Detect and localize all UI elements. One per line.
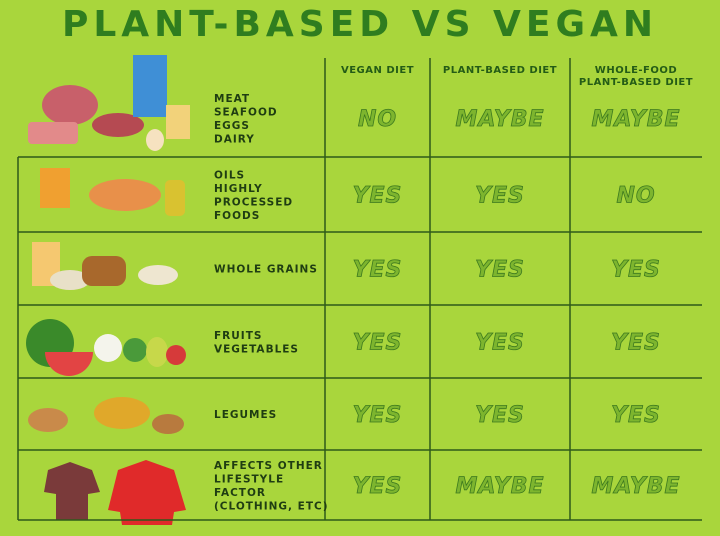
row-label: LIFESTYLE xyxy=(214,473,284,485)
sweater-icon xyxy=(108,460,186,525)
food-illustrations xyxy=(26,55,190,525)
column-header: PLANT-BASED DIET xyxy=(579,77,693,88)
grain-bowl-icon xyxy=(138,265,178,285)
bean-bowl-icon xyxy=(28,408,68,432)
row-label: AFFECTS OTHER xyxy=(214,460,323,472)
pizza-icon xyxy=(89,179,161,211)
row-label: LEGUMES xyxy=(214,409,277,421)
column-header: WHOLE-FOOD xyxy=(595,65,677,76)
cell-value: YES xyxy=(353,258,403,283)
row-label: SEAFOOD xyxy=(214,106,278,118)
bread-icon xyxy=(82,256,126,286)
shirt-icon xyxy=(44,462,100,520)
oats-icon xyxy=(50,270,90,290)
cell-value: NO xyxy=(358,107,397,132)
row-label: (CLOTHING, ETC) xyxy=(214,500,329,512)
cell-value: MAYBE xyxy=(591,474,680,499)
row-label: DAIRY xyxy=(214,133,255,145)
cauliflower-icon xyxy=(94,334,122,362)
column-header: VEGAN DIET xyxy=(341,65,414,76)
cell-value: NO xyxy=(616,184,655,209)
cell-value: YES xyxy=(475,184,525,209)
cell-value: MAYBE xyxy=(591,107,680,132)
row-label: EGGS xyxy=(214,120,250,132)
cell-value: YES xyxy=(353,331,403,356)
cell-value: YES xyxy=(475,331,525,356)
column-header: PLANT-BASED DIET xyxy=(443,65,557,76)
pear-icon xyxy=(146,337,168,367)
meat-icon xyxy=(42,85,98,125)
oil-icon xyxy=(165,180,185,216)
cell-value: YES xyxy=(611,331,661,356)
watermelon-slice-icon xyxy=(45,352,93,376)
row-label: WHOLE GRAINS xyxy=(214,264,318,276)
chips-icon xyxy=(40,168,70,208)
row-label: FACTOR xyxy=(214,487,266,499)
cell-value: YES xyxy=(611,258,661,283)
steak-icon xyxy=(92,113,144,137)
cell-value: YES xyxy=(353,403,403,428)
row-label: MEAT xyxy=(214,93,250,105)
row-label: PROCESSED xyxy=(214,196,293,208)
row-label: HIGHLY xyxy=(214,183,263,195)
row-label: FRUITS xyxy=(214,330,262,342)
title: PLANT-BASED VS VEGAN xyxy=(62,4,658,45)
chickpea-bowl-icon xyxy=(152,414,184,434)
cell-value: MAYBE xyxy=(455,474,544,499)
milk-icon xyxy=(133,55,167,117)
cell-value: MAYBE xyxy=(455,107,544,132)
egg-icon xyxy=(146,129,164,151)
cell-value: YES xyxy=(353,184,403,209)
broccoli-icon xyxy=(123,338,147,362)
cell-value: YES xyxy=(475,403,525,428)
cell-value: YES xyxy=(353,474,403,499)
cell-value: YES xyxy=(475,258,525,283)
row-label: VEGETABLES xyxy=(214,343,299,355)
cell-value: YES xyxy=(611,403,661,428)
lentil-bowl-icon xyxy=(94,397,150,429)
cheese-icon xyxy=(166,105,190,139)
row-label: OILS xyxy=(214,169,245,181)
bacon-icon xyxy=(28,122,78,144)
apple-icon xyxy=(166,345,186,365)
row-label: FOODS xyxy=(214,210,260,222)
